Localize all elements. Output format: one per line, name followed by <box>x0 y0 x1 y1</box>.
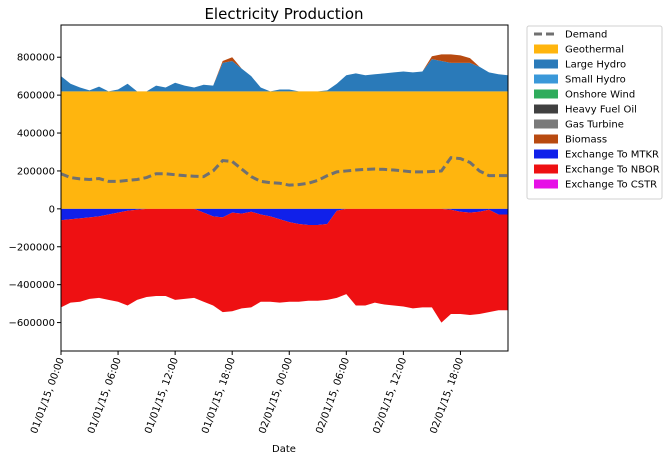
y-tick-label: −400000 <box>8 280 55 291</box>
y-tick-label: −600000 <box>8 318 55 329</box>
y-tick-label: 400000 <box>17 129 55 140</box>
legend-swatch-exchange-to-nbor <box>534 164 558 174</box>
legend-swatch-gas-turbine <box>534 119 558 129</box>
legend-label-heavy-fuel-oil: Heavy Fuel Oil <box>565 105 637 116</box>
legend-swatch-biomass <box>534 134 558 144</box>
legend-label-demand: Demand <box>565 30 607 41</box>
legend-label-gas-turbine: Gas Turbine <box>565 120 624 131</box>
y-tick-label: 800000 <box>17 53 55 64</box>
legend-label-exchange-to-mtkr: Exchange To MTKR <box>565 150 659 161</box>
legend-swatch-exchange-to-cstr <box>534 179 558 189</box>
x-tick-label: 01/01/15, 06:00 <box>86 356 124 435</box>
legend-swatch-small-hydro <box>534 74 558 84</box>
area-layers <box>61 54 508 323</box>
negative-area-exchange-to-mtkr <box>61 208 508 225</box>
y-tick-label: 600000 <box>17 91 55 102</box>
x-tick-label: 02/01/15, 00:00 <box>257 356 295 435</box>
demand-line <box>61 156 508 187</box>
x-tick-label: 01/01/15, 12:00 <box>143 356 181 435</box>
chart-title: Electricity Production <box>204 5 363 23</box>
y-tick-label: −200000 <box>8 242 55 253</box>
x-tick-label: 02/01/15, 06:00 <box>314 356 352 435</box>
x-tick-label: 02/01/15, 12:00 <box>371 356 409 435</box>
negative-area-exchange-to-nbor <box>61 208 508 323</box>
plot-frame <box>60 24 509 352</box>
legend-box <box>526 25 663 200</box>
legend-label-small-hydro: Small Hydro <box>565 75 626 86</box>
legend-swatch-heavy-fuel-oil <box>534 104 558 114</box>
positive-area-biomass <box>61 54 508 92</box>
demand-layer <box>61 156 508 187</box>
x-tick-label: 01/01/15, 18:00 <box>200 356 238 435</box>
legend-label-large-hydro: Large Hydro <box>565 60 626 71</box>
legend: Demand Geothermal Large Hydro Small Hydro On… <box>526 25 663 200</box>
x-axis: 01/01/15, 00:00 01/01/15, 06:00 01/01/15, … <box>29 351 466 435</box>
positive-area-geothermal <box>61 91 508 209</box>
x-axis-title: Date <box>272 444 296 455</box>
legend-swatch-exchange-to-mtkr <box>534 149 558 159</box>
legend-swatch-onshore-wind <box>534 89 558 99</box>
legend-label-geothermal: Geothermal <box>565 45 624 56</box>
positive-area-large-hydro <box>61 59 508 92</box>
x-tick-label: 01/01/15, 00:00 <box>29 356 67 435</box>
y-axis: −600000 −400000 −200000 0 200000 400000 600000… <box>8 53 61 329</box>
legend-swatch-geothermal <box>534 44 558 54</box>
y-tick-label: 200000 <box>17 166 55 177</box>
legend-swatch-large-hydro <box>534 59 558 69</box>
legend-label-onshore-wind: Onshore Wind <box>565 90 635 101</box>
legend-label-biomass: Biomass <box>565 135 607 146</box>
y-tick-label: 0 <box>49 204 55 215</box>
legend-label-exchange-to-cstr: Exchange To CSTR <box>565 180 657 191</box>
x-tick-label: 02/01/15, 18:00 <box>429 356 467 435</box>
legend-label-exchange-to-nbor: Exchange To NBOR <box>565 165 660 176</box>
